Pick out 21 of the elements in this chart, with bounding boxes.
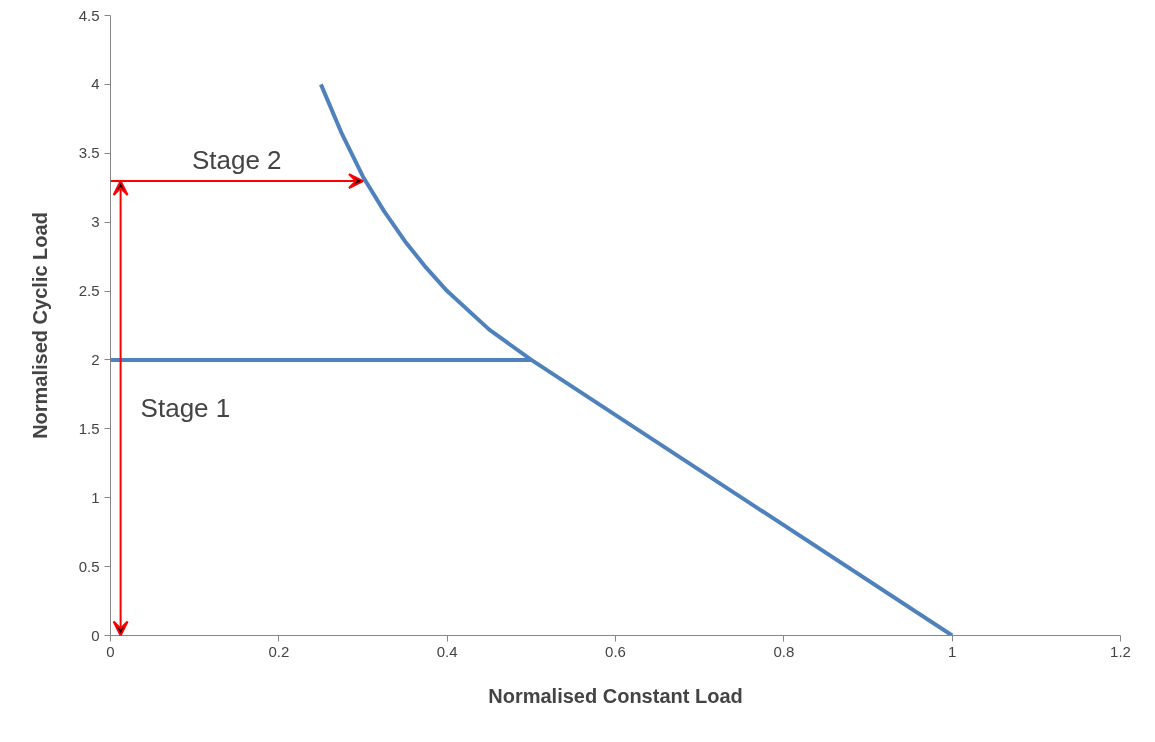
y-tick-label: 3 xyxy=(91,213,100,231)
annotation: Stage 2 xyxy=(191,145,282,176)
x-tick-label: 0.2 xyxy=(268,642,290,660)
y-tick-label: 4.5 xyxy=(78,6,100,24)
y-axis-title: Normalised Cyclic Load xyxy=(28,212,51,439)
x-tick-label: 0 xyxy=(106,642,115,660)
x-tick-label: 0.4 xyxy=(436,642,458,660)
x-tick-label: 0.8 xyxy=(773,642,795,660)
y-tick-label: 0 xyxy=(91,626,100,644)
annotation: Stage 1 xyxy=(140,393,231,424)
y-tick-label: 0.5 xyxy=(78,557,100,575)
y-tick-label: 1 xyxy=(91,488,100,506)
x-tick-label: 0.6 xyxy=(605,642,626,660)
y-tick-label: 3.5 xyxy=(78,144,100,162)
x-tick-label: 1.2 xyxy=(1110,642,1131,660)
y-tick-label: 1.5 xyxy=(78,419,100,437)
x-tick-label: 1 xyxy=(948,642,957,660)
y-tick-label: 4 xyxy=(91,75,100,93)
y-tick-label: 2 xyxy=(91,350,100,368)
x-axis-title: Normalised Constant Load xyxy=(488,684,743,707)
y-tick-label: 2.5 xyxy=(78,282,100,300)
